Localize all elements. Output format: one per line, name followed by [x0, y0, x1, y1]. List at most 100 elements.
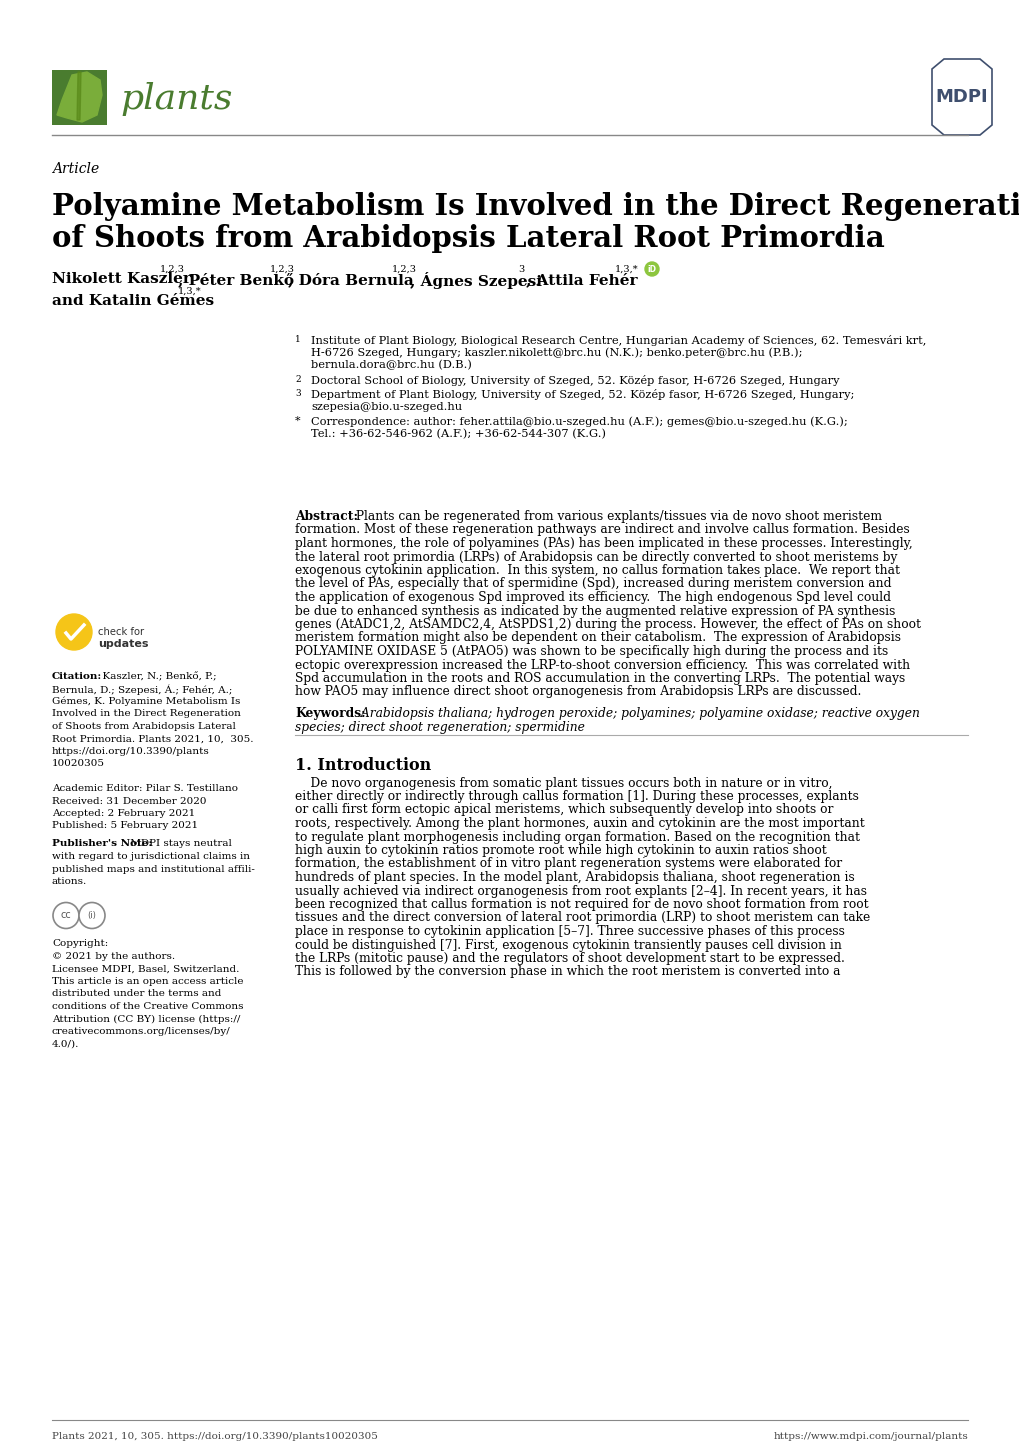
Text: Department of Plant Biology, University of Szeged, 52. Közép fasor, H-6726 Szege: Department of Plant Biology, University … — [311, 389, 854, 399]
Text: Published: 5 February 2021: Published: 5 February 2021 — [52, 822, 198, 831]
Text: with regard to jurisdictional claims in: with regard to jurisdictional claims in — [52, 852, 250, 861]
Text: 1: 1 — [294, 335, 301, 345]
Text: updates: updates — [98, 639, 149, 649]
Text: distributed under the terms and: distributed under the terms and — [52, 989, 221, 998]
Text: Attribution (CC BY) license (https://: Attribution (CC BY) license (https:// — [52, 1015, 240, 1024]
Text: meristem formation might also be dependent on their catabolism.  The expression : meristem formation might also be depende… — [294, 632, 900, 645]
Text: iD: iD — [647, 264, 656, 274]
Text: Plants 2021, 10, 305. https://doi.org/10.3390/plants10020305: Plants 2021, 10, 305. https://doi.org/10… — [52, 1432, 377, 1441]
Text: check for: check for — [98, 627, 144, 637]
Text: MDPI stays neutral: MDPI stays neutral — [127, 839, 231, 848]
Text: species; direct shoot regeneration; spermidine: species; direct shoot regeneration; sper… — [294, 721, 584, 734]
Circle shape — [78, 903, 105, 929]
Text: Arabidopsis thaliana; hydrogen peroxide; polyamines; polyamine oxidase; reactive: Arabidopsis thaliana; hydrogen peroxide;… — [357, 707, 919, 720]
Text: creativecommons.org/licenses/by/: creativecommons.org/licenses/by/ — [52, 1027, 230, 1035]
Text: Involved in the Direct Regeneration: Involved in the Direct Regeneration — [52, 709, 240, 718]
Text: of Shoots from Arabidopsis Lateral: of Shoots from Arabidopsis Lateral — [52, 722, 235, 731]
Text: could be distinguished [7]. First, exogenous cytokinin transiently pauses cell d: could be distinguished [7]. First, exoge… — [294, 939, 841, 952]
Text: published maps and institutional affili-: published maps and institutional affili- — [52, 865, 255, 874]
Text: , Péter Benkő: , Péter Benkő — [178, 273, 299, 287]
Text: © 2021 by the authors.: © 2021 by the authors. — [52, 952, 175, 960]
Text: 1,2,3: 1,2,3 — [270, 265, 294, 274]
Text: 1,2,3: 1,2,3 — [160, 265, 184, 274]
Text: Accepted: 2 February 2021: Accepted: 2 February 2021 — [52, 809, 195, 818]
Text: Kaszler, N.; Benkő, P.;: Kaszler, N.; Benkő, P.; — [96, 672, 216, 681]
Text: either directly or indirectly through callus formation [1]. During these process: either directly or indirectly through ca… — [294, 790, 858, 803]
Text: usually achieved via indirect organogenesis from root explants [2–4]. In recent : usually achieved via indirect organogene… — [294, 884, 866, 897]
Text: Keywords:: Keywords: — [294, 707, 365, 720]
Text: the level of PAs, especially that of spermidine (Spd), increased during meristem: the level of PAs, especially that of spe… — [294, 577, 891, 591]
Text: Licensee MDPI, Basel, Switzerland.: Licensee MDPI, Basel, Switzerland. — [52, 965, 239, 973]
Text: the lateral root primordia (LRPs) of Arabidopsis can be directly converted to sh: the lateral root primordia (LRPs) of Ara… — [294, 551, 897, 564]
Text: , Ágnes Szepesi: , Ágnes Szepesi — [410, 273, 547, 288]
FancyBboxPatch shape — [52, 71, 107, 125]
Text: 10020305: 10020305 — [52, 760, 105, 769]
Text: conditions of the Creative Commons: conditions of the Creative Commons — [52, 1002, 244, 1011]
Text: De novo organogenesis from somatic plant tissues occurs both in nature or in vit: De novo organogenesis from somatic plant… — [294, 776, 832, 790]
Text: Correspondence: author: feher.attila@bio.u-szeged.hu (A.F.); gemes@bio.u-szeged.: Correspondence: author: feher.attila@bio… — [311, 415, 847, 427]
Text: Academic Editor: Pilar S. Testillano: Academic Editor: Pilar S. Testillano — [52, 784, 237, 793]
Text: ations.: ations. — [52, 877, 88, 885]
Text: be due to enhanced synthesis as indicated by the augmented relative expression o: be due to enhanced synthesis as indicate… — [294, 604, 895, 617]
Circle shape — [56, 614, 92, 650]
Text: to regulate plant morphogenesis including organ formation. Based on the recognit: to regulate plant morphogenesis includin… — [294, 831, 859, 844]
Text: Doctoral School of Biology, University of Szeged, 52. Közép fasor, H-6726 Szeged: Doctoral School of Biology, University o… — [311, 375, 839, 385]
Text: szepesia@bio.u-szeged.hu: szepesia@bio.u-szeged.hu — [311, 401, 462, 411]
Text: 1,3,*: 1,3,* — [178, 287, 202, 296]
Text: 3: 3 — [294, 389, 301, 398]
Text: Nikolett Kaszler: Nikolett Kaszler — [52, 273, 196, 286]
Circle shape — [53, 903, 78, 929]
Polygon shape — [57, 72, 102, 123]
Text: , Attila Fehér: , Attila Fehér — [526, 273, 642, 287]
Text: Abstract:: Abstract: — [294, 510, 358, 523]
Text: hundreds of plant species. In the model plant, Arabidopsis thaliana, shoot regen: hundreds of plant species. In the model … — [294, 871, 854, 884]
Text: of Shoots from Arabidopsis Lateral Root Primordia: of Shoots from Arabidopsis Lateral Root … — [52, 224, 883, 252]
Text: , Dóra Bernula: , Dóra Bernula — [287, 273, 419, 287]
Text: Tel.: +36-62-546-962 (A.F.); +36-62-544-307 (K.G.): Tel.: +36-62-546-962 (A.F.); +36-62-544-… — [311, 428, 605, 438]
Text: https://doi.org/10.3390/plants: https://doi.org/10.3390/plants — [52, 747, 210, 756]
Text: plants: plants — [120, 82, 232, 115]
Text: Citation:: Citation: — [52, 672, 102, 681]
Text: Plants can be regenerated from various explants/tissues via de novo shoot merist: Plants can be regenerated from various e… — [352, 510, 881, 523]
Text: Article: Article — [52, 162, 99, 176]
Text: or calli first form ectopic apical meristems, which subsequently develop into sh: or calli first form ectopic apical meris… — [294, 803, 833, 816]
Text: Publisher's Note:: Publisher's Note: — [52, 839, 152, 848]
Text: formation, the establishment of in vitro plant regeneration systems were elabora: formation, the establishment of in vitro… — [294, 858, 842, 871]
Text: 4.0/).: 4.0/). — [52, 1040, 79, 1048]
Text: (i): (i) — [88, 911, 97, 920]
Text: Institute of Plant Biology, Biological Research Centre, Hungarian Academy of Sci: Institute of Plant Biology, Biological R… — [311, 335, 925, 346]
Text: plant hormones, the role of polyamines (PAs) has been implicated in these proces: plant hormones, the role of polyamines (… — [294, 536, 912, 549]
Text: bernula.dora@brc.hu (D.B.): bernula.dora@brc.hu (D.B.) — [311, 360, 472, 371]
Text: Spd accumulation in the roots and ROS accumulation in the converting LRPs.  The : Spd accumulation in the roots and ROS ac… — [294, 672, 905, 685]
Text: 3: 3 — [518, 265, 524, 274]
Text: Root Primordia. Plants 2021, 10,  305.: Root Primordia. Plants 2021, 10, 305. — [52, 734, 254, 744]
Text: ectopic overexpression increased the LRP-to-shoot conversion efficiency.  This w: ectopic overexpression increased the LRP… — [294, 659, 909, 672]
Text: roots, respectively. Among the plant hormones, auxin and cytokinin are the most : roots, respectively. Among the plant hor… — [294, 818, 864, 831]
Text: https://www.mdpi.com/journal/plants: https://www.mdpi.com/journal/plants — [772, 1432, 967, 1441]
Text: Polyamine Metabolism Is Involved in the Direct Regeneration: Polyamine Metabolism Is Involved in the … — [52, 192, 1019, 221]
Text: This is followed by the conversion phase in which the root meristem is converted: This is followed by the conversion phase… — [294, 966, 840, 979]
Text: POLYAMINE OXIDASE 5 (AtPAO5) was shown to be specifically high during the proces: POLYAMINE OXIDASE 5 (AtPAO5) was shown t… — [294, 645, 888, 658]
Text: how PAO5 may influence direct shoot organogenesis from Arabidopsis LRPs are disc: how PAO5 may influence direct shoot orga… — [294, 685, 860, 698]
Text: been recognized that callus formation is not required for de novo shoot formatio: been recognized that callus formation is… — [294, 898, 868, 911]
Text: high auxin to cytokinin ratios promote root while high cytokinin to auxin ratios: high auxin to cytokinin ratios promote r… — [294, 844, 826, 857]
Circle shape — [644, 262, 658, 275]
Text: the LRPs (mitotic pause) and the regulators of shoot development start to be exp: the LRPs (mitotic pause) and the regulat… — [294, 952, 844, 965]
Text: 1,3,*: 1,3,* — [614, 265, 638, 274]
Text: 1. Introduction: 1. Introduction — [294, 757, 431, 773]
Text: MDPI: MDPI — [934, 88, 987, 107]
Text: genes (AtADC1,2, AtSAMDC2,4, AtSPDS1,2) during the process. However, the effect : genes (AtADC1,2, AtSAMDC2,4, AtSPDS1,2) … — [294, 619, 920, 632]
Text: 2: 2 — [294, 375, 301, 384]
Text: formation. Most of these regeneration pathways are indirect and involve callus f: formation. Most of these regeneration pa… — [294, 523, 909, 536]
Text: the application of exogenous Spd improved its efficiency.  The high endogenous S: the application of exogenous Spd improve… — [294, 591, 891, 604]
Text: Received: 31 December 2020: Received: 31 December 2020 — [52, 796, 206, 806]
Text: cc: cc — [60, 910, 71, 920]
Text: place in response to cytokinin application [5–7]. Three successive phases of thi: place in response to cytokinin applicati… — [294, 924, 844, 937]
Text: H-6726 Szeged, Hungary; kaszler.nikolett@brc.hu (N.K.); benko.peter@brc.hu (P.B.: H-6726 Szeged, Hungary; kaszler.nikolett… — [311, 348, 802, 358]
Polygon shape — [76, 72, 81, 120]
Text: and Katalin Gémes: and Katalin Gémes — [52, 294, 219, 309]
Text: *: * — [294, 415, 301, 425]
Text: This article is an open access article: This article is an open access article — [52, 978, 244, 986]
Text: 1,2,3: 1,2,3 — [391, 265, 417, 274]
Text: exogenous cytokinin application.  In this system, no callus formation takes plac: exogenous cytokinin application. In this… — [294, 564, 899, 577]
